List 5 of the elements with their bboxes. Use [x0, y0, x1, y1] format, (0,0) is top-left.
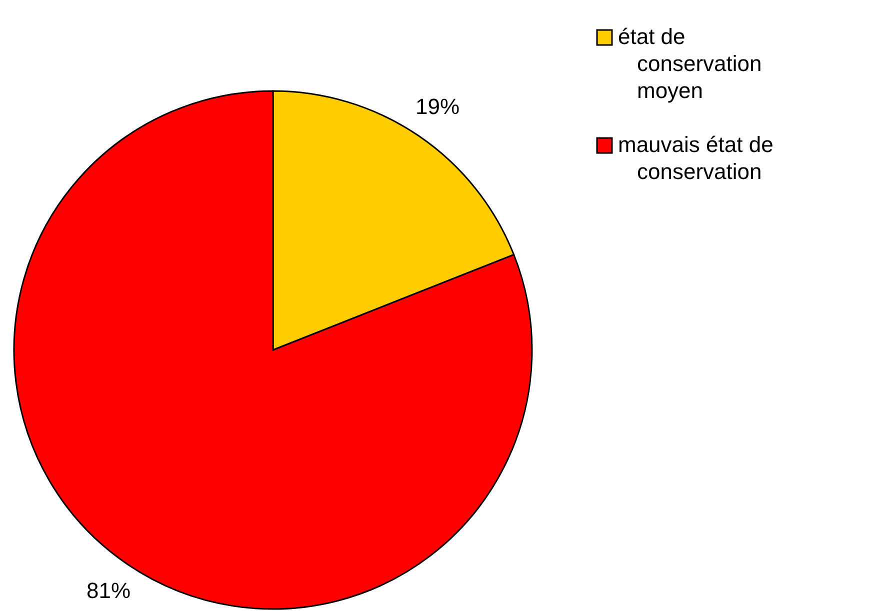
data-label: 81%	[86, 578, 131, 603]
data-label: 19%	[415, 94, 460, 119]
pie-slice	[14, 90, 533, 610]
legend-label: état de conservation moyen	[618, 24, 762, 103]
legend-label: mauvais état de conservation	[618, 132, 774, 184]
